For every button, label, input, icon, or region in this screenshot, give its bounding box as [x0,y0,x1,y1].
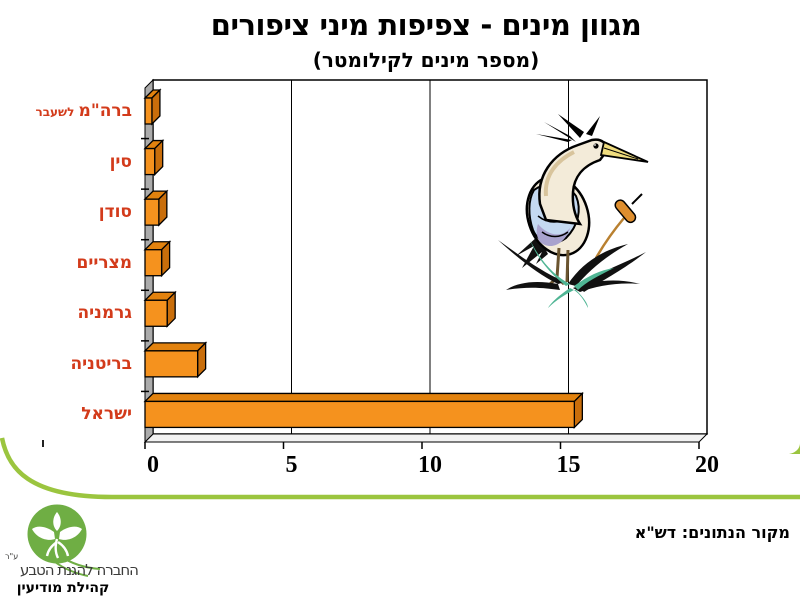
heron-wing-shade [536,224,570,247]
swoosh-right-tip [789,443,800,454]
logo-circle [27,504,87,564]
category-label: מצריים [76,252,132,273]
swoosh-line [0,437,800,500]
x-axis-tick-label: 20 [695,452,719,478]
chart-bar [143,189,169,227]
bar-top-face [143,392,584,403]
heron-eye [593,143,599,149]
category-label: גרמניה [77,303,132,324]
iris-flower-right-petal [59,526,82,540]
heron-beak [599,140,649,163]
chart-axis-ticks [141,137,700,449]
page-title: מגוון מינים - צפיפות מיני ציפורים [210,8,642,42]
chart-bar [143,240,172,278]
x-axis-tick-label: 10 [418,452,442,478]
heron-beak-line [603,147,639,160]
category-label: ישראל [81,404,132,425]
bar-front-face [144,299,168,327]
iris-flower-left-petal [32,526,55,540]
heron-legs [549,247,570,286]
chart-bar [143,139,165,177]
source-note: מקור הנתונים: דש"א [634,523,790,542]
chart-bar [143,290,177,328]
cattail-stem [594,217,625,259]
bar-front-face [144,350,199,378]
heron-crest [536,114,600,142]
bar-front-face [144,147,156,176]
heron-clipart-image [498,114,649,308]
logo-leaves [54,555,101,577]
x-axis-tick-label: 0 [147,452,159,478]
logo-community-name: קהילת מודיעין [16,580,110,596]
bar-front-face [144,249,163,277]
chart-bar [143,341,208,379]
bar-front-face [144,198,160,226]
cattail-head [614,199,637,224]
logo-registered-mark: ע"ר [5,552,19,561]
logo-org-name: החברה להגנת הטבע [19,561,139,579]
iris-flower-bud [53,512,61,531]
iris-flower-stem [45,538,70,559]
chart-bar [143,391,584,429]
bar-front-face [144,97,153,125]
category-label: ברה"מ לשעבר [35,101,132,121]
grass-black [498,240,646,292]
swoosh-decoration [0,437,800,500]
cattail-tip [631,193,643,205]
heron-neck-shade [543,150,575,197]
bar-front-face [144,400,576,429]
category-label: סין [109,151,132,172]
spni-logo [27,504,101,577]
chart-bars [143,88,584,429]
x-axis-tick-label: 5 [285,452,298,478]
category-label: סודן [98,202,132,223]
x-axis-tick-label: 15 [556,452,581,478]
chart-bar [143,88,162,126]
bar-top-face [143,342,208,352]
category-label: בריטניה [70,353,132,374]
heron-eye-glint [594,144,596,146]
page-subtitle: (מספר מינים לקילומטר) [312,48,540,72]
grass-teal [530,240,614,308]
stray-mark [42,440,44,447]
